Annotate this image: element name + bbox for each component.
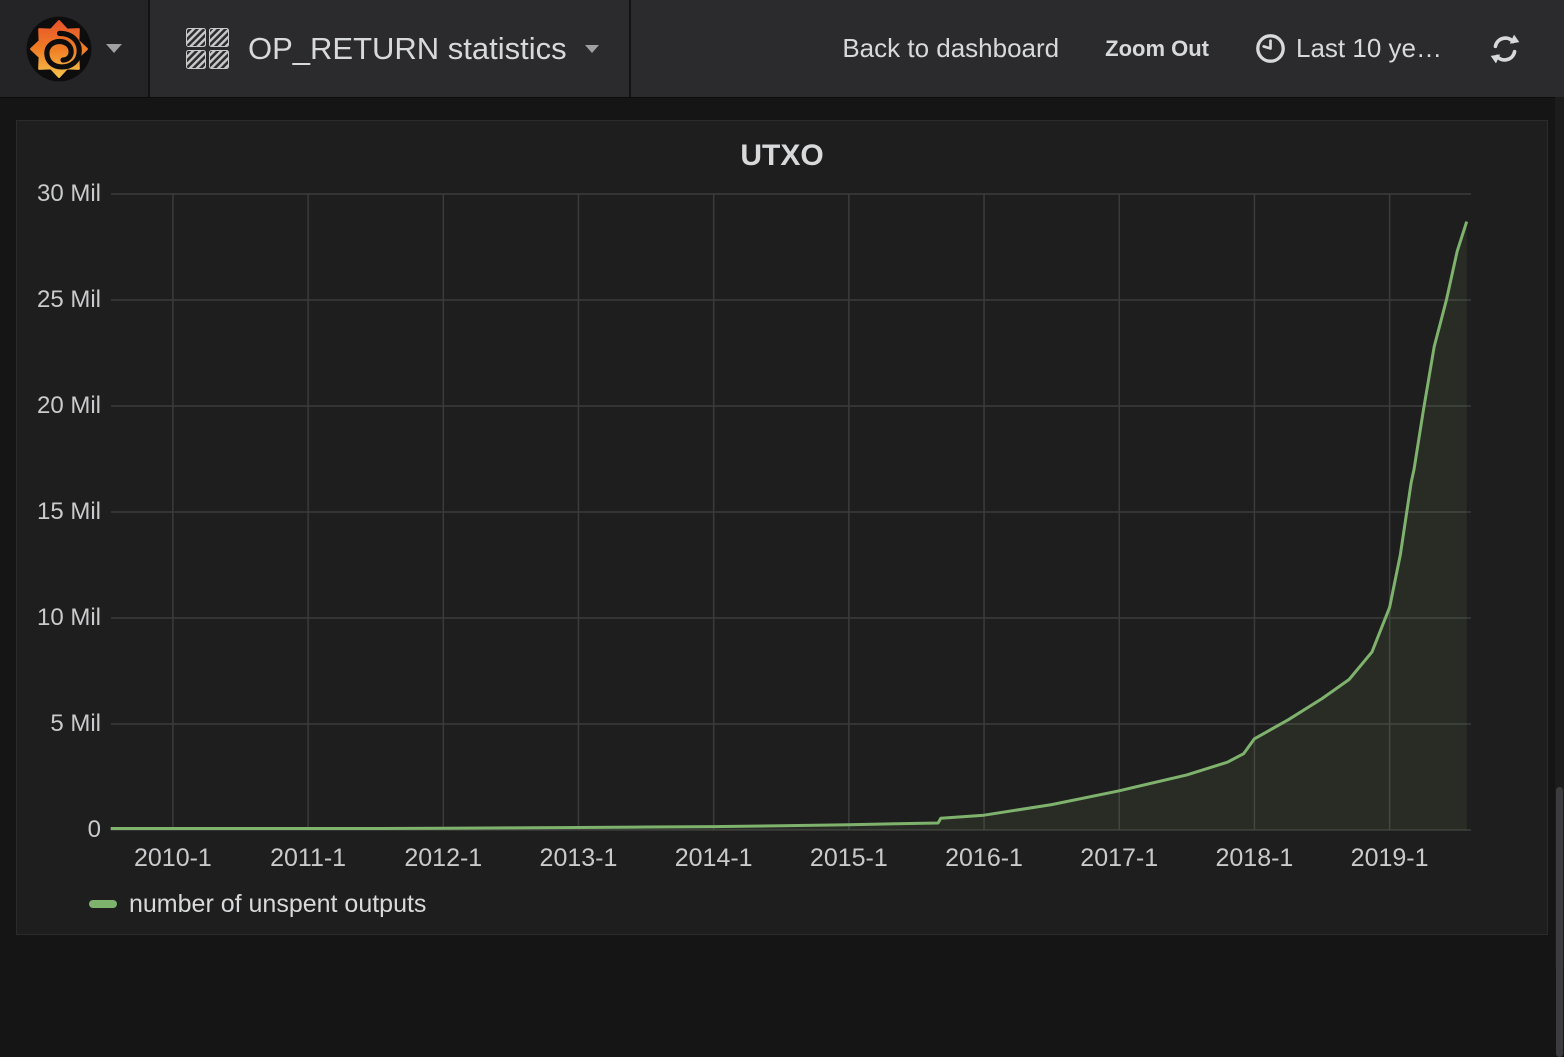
series-fill-area [110, 221, 1467, 831]
y-axis-tick-label: 30 Mil [36, 180, 101, 207]
scrollbar-thumb[interactable] [1556, 787, 1563, 1057]
dashboard-title: OP_RETURN statistics [248, 30, 567, 66]
refresh-button[interactable] [1488, 33, 1522, 65]
time-range-label: Last 10 ye… [1296, 33, 1442, 63]
zoom-out-label: Zoom Out [1105, 35, 1210, 61]
refresh-icon [1488, 33, 1522, 65]
zoom-out-button[interactable]: Zoom Out [1105, 36, 1209, 62]
top-nav-bar: OP_RETURN statistics Back to dashboard Z… [0, 0, 1564, 98]
x-axis-tick-label: 2015-1 [809, 844, 888, 872]
back-to-dashboard-label: Back to dashboard [842, 33, 1060, 63]
panel-title[interactable]: UTXO [740, 139, 824, 172]
x-axis-tick-label: 2014-1 [674, 844, 753, 872]
x-axis-tick-label: 2019-1 [1350, 844, 1429, 872]
series-line [110, 221, 1469, 830]
back-to-dashboard-button[interactable]: Back to dashboard [842, 33, 1059, 64]
x-axis-tick-label: 2010-1 [133, 844, 212, 872]
x-axis-tick-label: 2012-1 [404, 844, 483, 872]
chevron-down-icon [106, 44, 122, 53]
x-axis-tick-label: 2018-1 [1215, 844, 1294, 872]
grafana-logo-icon [26, 16, 92, 82]
scrollbar-track[interactable] [1555, 97, 1564, 1057]
dashboard-title-menu[interactable]: OP_RETURN statistics [150, 0, 631, 97]
legend-swatch [89, 900, 117, 908]
clock-icon [1255, 33, 1286, 64]
y-axis-tick-label: 5 Mil [50, 710, 101, 737]
utxo-panel: UTXO 0 5 Mil 10 Mil 15 Mil 20 Mil 25 Mil 30 Mi… [16, 120, 1548, 935]
utxo-chart-svg [110, 193, 1471, 831]
chart-plot-area[interactable] [110, 193, 1471, 831]
chevron-down-icon [584, 44, 599, 53]
y-axis-tick-label: 10 Mil [36, 604, 101, 631]
nav-actions: Back to dashboard Zoom Out Last 10 ye… [842, 0, 1564, 97]
time-range-picker[interactable]: Last 10 ye… [1255, 33, 1442, 64]
dashboard-grid-icon [186, 27, 230, 70]
x-axis-tick-label: 2016-1 [945, 844, 1023, 872]
legend-item[interactable]: number of unspent outputs [89, 889, 426, 919]
y-axis-tick-label: 15 Mil [36, 498, 101, 525]
grafana-main-menu[interactable] [0, 0, 150, 97]
y-axis-tick-label: 20 Mil [36, 392, 101, 419]
y-axis-tick-label: 0 [87, 816, 101, 843]
x-axis-tick-label: 2017-1 [1080, 844, 1159, 872]
y-axis-tick-label: 25 Mil [36, 286, 101, 313]
x-axis-tick-label: 2013-1 [539, 844, 618, 872]
legend-label: number of unspent outputs [129, 889, 427, 918]
x-axis-tick-label: 2011-1 [270, 844, 347, 872]
